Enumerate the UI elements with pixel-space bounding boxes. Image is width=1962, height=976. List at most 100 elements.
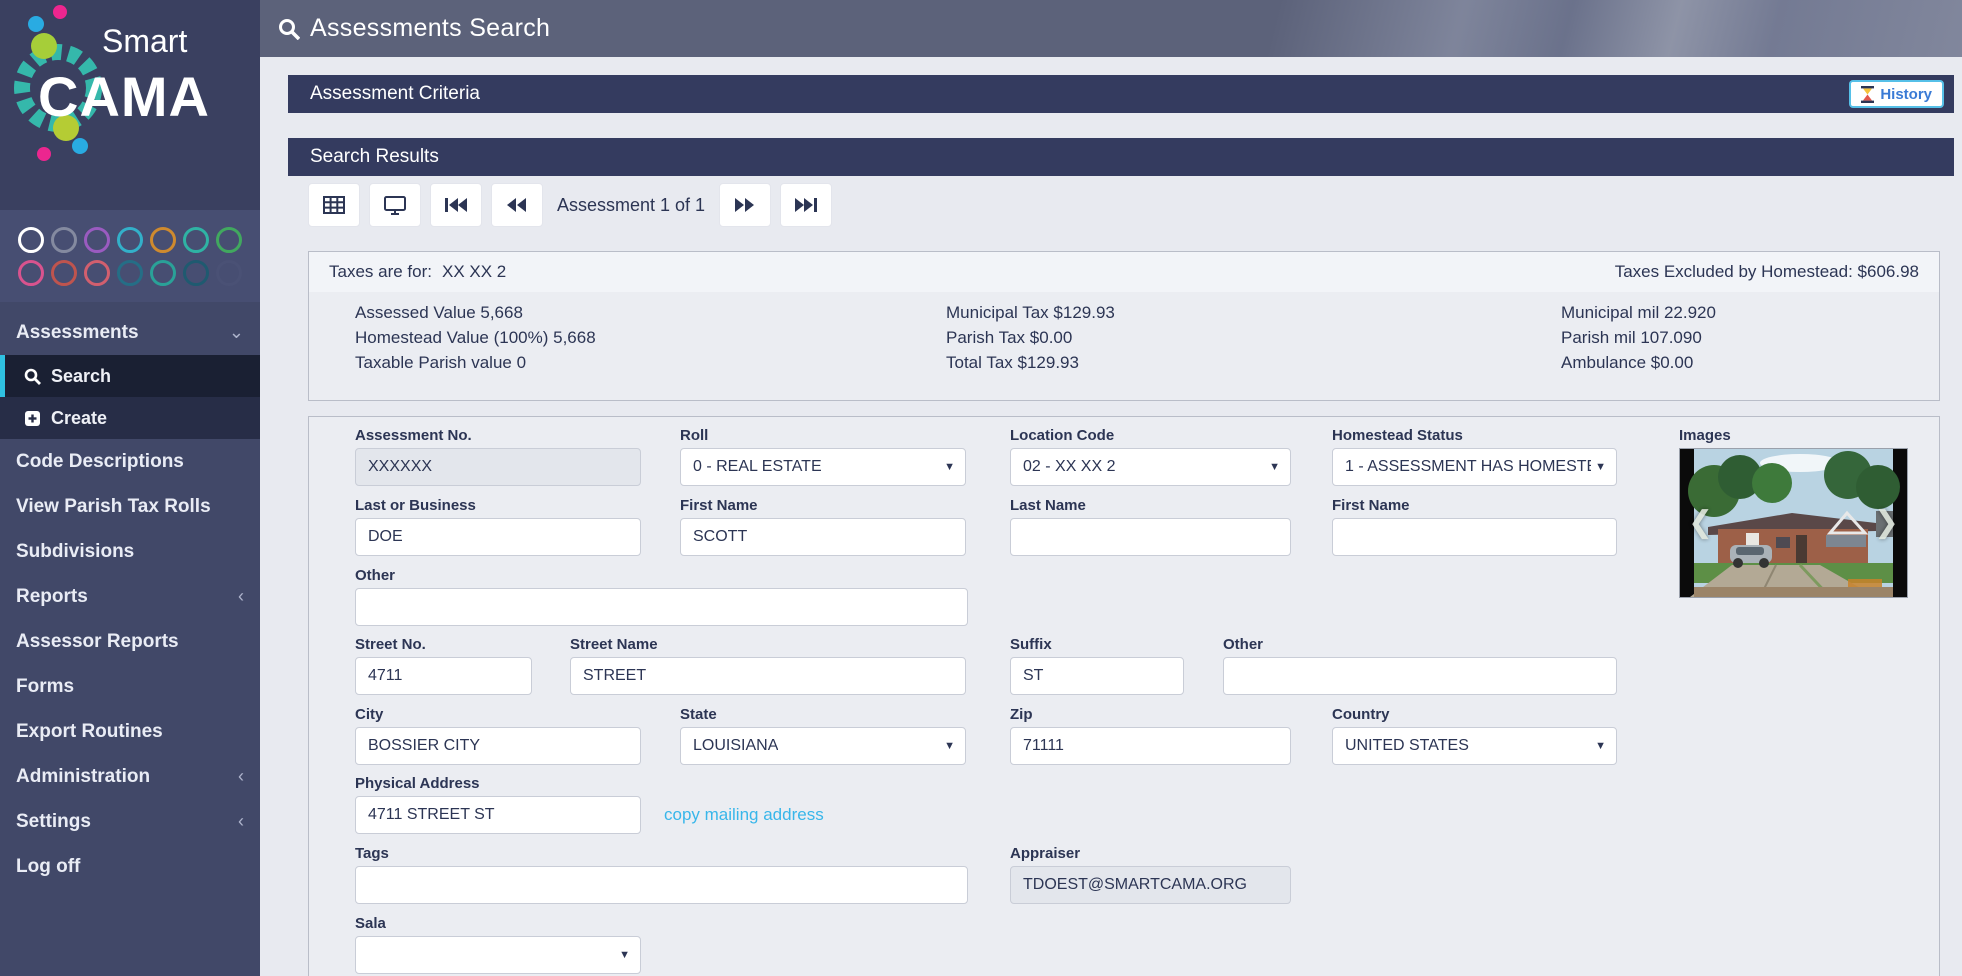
sidebar-item-label: Search [51,365,112,386]
sidebar-item-label: Export Routines [16,720,163,742]
sidebar-item-reports[interactable]: Reports ‹ [0,574,260,619]
section-title: Search Results [310,146,439,167]
physical-address-label: Physical Address [355,775,480,792]
sidebar-item-assessments[interactable]: Assessments ⌄ [0,310,260,355]
state-selected-value: LOUISIANA [693,737,779,754]
city-field[interactable] [355,727,641,765]
next-record-button[interactable] [719,183,772,227]
last-or-business-label: Last or Business [355,497,476,514]
property-image-carousel: ❮ ❯ [1679,448,1908,599]
theme-swatch[interactable] [150,260,176,286]
theme-swatch[interactable] [51,227,77,253]
theme-swatch[interactable] [183,260,209,286]
other-name-field[interactable] [355,588,968,626]
theme-swatch[interactable] [216,260,242,286]
assessment-no-label: Assessment No. [355,427,472,444]
first-record-button[interactable] [430,183,482,227]
sala-select[interactable]: ▼ [355,936,641,974]
sidebar-item-code-descriptions[interactable]: Code Descriptions [0,439,260,484]
carousel-prev-arrow[interactable]: ❮ [1688,506,1714,539]
sidebar-item-settings[interactable]: Settings ‹ [0,799,260,844]
homestead-status-select[interactable]: 1 - ASSESSMENT HAS HOMESTEA ▼ [1332,448,1617,486]
taxes-excluded-text: Taxes Excluded by Homestead: $606.98 [1614,262,1919,281]
sidebar-item-label: Settings [16,810,91,832]
theme-swatch[interactable] [216,227,242,253]
homestead-status-label: Homestead Status [1332,427,1463,444]
theme-swatch[interactable] [183,227,209,253]
brand-cama-text: CAMA [38,65,210,128]
homestead-value-text: Homestead Value (100%) 5,668 [355,328,596,347]
last-record-icon [795,198,818,212]
location-code-label: Location Code [1010,427,1115,444]
sala-label: Sala [355,915,386,932]
street-no-field[interactable] [355,657,532,695]
section-title: Assessment Criteria [310,83,480,104]
images-label: Images [1679,427,1731,444]
sidebar-item-log-off[interactable]: Log off [0,844,260,889]
roll-selected-value: 0 - REAL ESTATE [693,458,822,475]
street-name-field[interactable] [570,657,966,695]
sidebar-item-administration[interactable]: Administration ‹ [0,754,260,799]
sidebar-item-label: Log off [16,855,81,877]
select-caret-icon: ▼ [619,949,630,961]
swatch-row-2 [18,260,242,286]
last-record-button[interactable] [780,183,833,227]
chevron-left-icon: ‹ [238,766,244,786]
first-name-2-field[interactable] [1332,518,1617,556]
theme-swatch[interactable] [150,227,176,253]
theme-swatch[interactable] [84,260,110,286]
sidebar-item-create[interactable]: Create [0,397,260,439]
homestead-status-selected-value: 1 - ASSESSMENT HAS HOMESTEA [1345,458,1592,475]
sidebar-item-view-parish-tax-rolls[interactable]: View Parish Tax Rolls [0,484,260,529]
first-name-field[interactable] [680,518,966,556]
country-label: Country [1332,706,1390,723]
next-record-icon [735,198,755,212]
first-record-icon [445,198,467,212]
municipal-mil-text: Municipal mil 22.920 [1561,303,1716,322]
sidebar-item-search[interactable]: Search [0,355,260,397]
search-icon [24,368,41,385]
appraiser-field [1010,866,1291,904]
last-or-business-field[interactable] [355,518,641,556]
sidebar-item-forms[interactable]: Forms [0,664,260,709]
theme-swatch[interactable] [51,260,77,286]
suffix-field[interactable] [1010,657,1184,695]
sidebar-item-label: Subdivisions [16,540,135,562]
suffix-label: Suffix [1010,636,1052,653]
history-button[interactable]: History [1849,80,1944,108]
country-selected-value: UNITED STATES [1345,737,1469,754]
zip-field[interactable] [1010,727,1291,765]
roll-select[interactable]: 0 - REAL ESTATE ▼ [680,448,966,486]
previous-record-button[interactable] [491,183,543,227]
theme-swatch[interactable] [18,227,44,253]
ambulance-text: Ambulance $0.00 [1561,353,1694,372]
app-logo: Smart CAMA [0,0,260,210]
smartcama-logo-graphic: Smart CAMA [14,5,210,161]
taxes-summary-panel: Taxes are for: XX XX 2 Taxes Excluded by… [308,251,1940,401]
sidebar-item-export-routines[interactable]: Export Routines [0,709,260,754]
grid-view-button[interactable] [308,183,360,227]
street-other-field[interactable] [1223,657,1617,695]
theme-swatch[interactable] [18,260,44,286]
taxable-parish-value-text: Taxable Parish value 0 [355,353,527,372]
country-select[interactable]: UNITED STATES ▼ [1332,727,1617,765]
copy-mailing-address-link[interactable]: copy mailing address [664,805,824,824]
detail-view-button[interactable] [369,183,421,227]
history-button-label: History [1880,85,1932,103]
theme-swatch[interactable] [84,227,110,253]
sidebar-item-label: Assessments [16,321,139,343]
theme-swatch[interactable] [117,227,143,253]
select-caret-icon: ▼ [944,461,955,473]
state-select[interactable]: LOUISIANA ▼ [680,727,966,765]
sidebar-nav: Assessments ⌄ Search Create Code [0,302,260,889]
last-name-2-field[interactable] [1010,518,1291,556]
location-code-select[interactable]: 02 - XX XX 2 ▼ [1010,448,1291,486]
sidebar-item-assessor-reports[interactable]: Assessor Reports [0,619,260,664]
last-name-2-label: Last Name [1010,497,1086,514]
sidebar-item-subdivisions[interactable]: Subdivisions [0,529,260,574]
tags-field[interactable] [355,866,968,904]
carousel-next-arrow[interactable]: ❯ [1873,506,1899,539]
physical-address-field[interactable] [355,796,641,834]
theme-swatch[interactable] [117,260,143,286]
taxes-header-row: Taxes are for: XX XX 2 Taxes Excluded by… [309,252,1939,292]
